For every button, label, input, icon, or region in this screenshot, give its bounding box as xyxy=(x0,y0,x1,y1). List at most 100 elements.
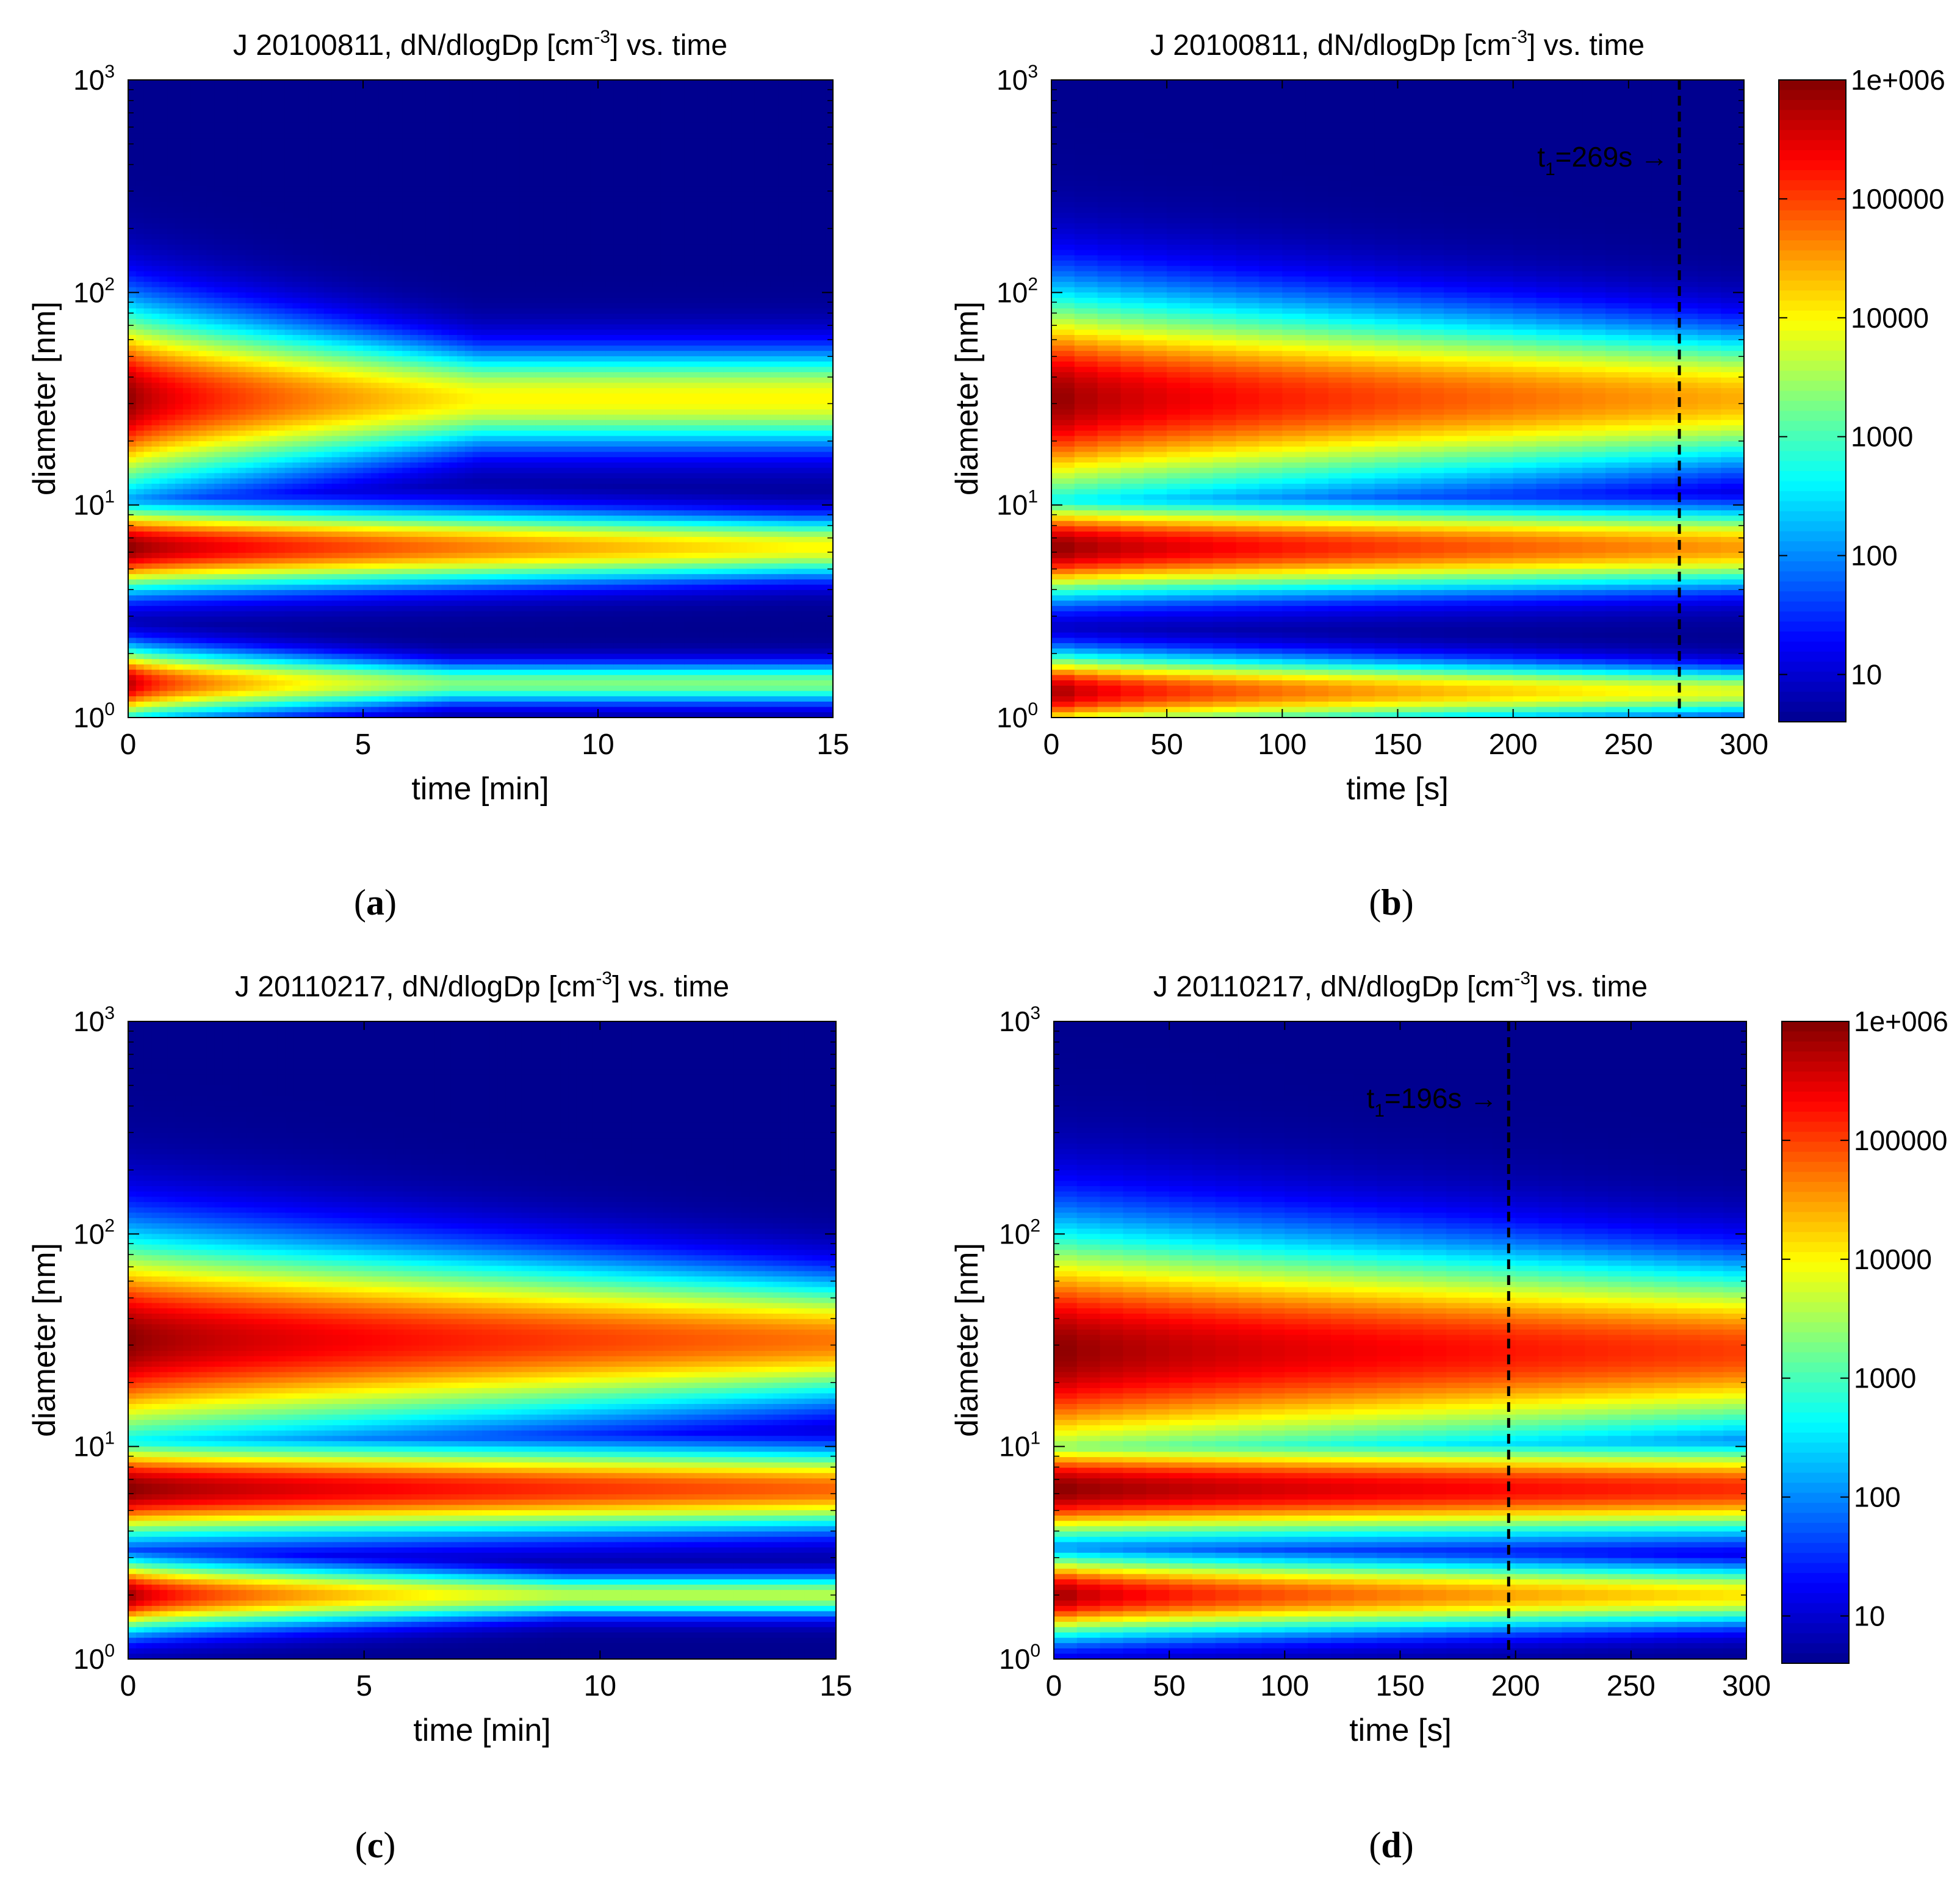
heatmap-cell xyxy=(199,643,207,649)
heatmap-cell xyxy=(206,394,215,399)
heatmap-cell xyxy=(206,319,215,325)
heatmap-cell xyxy=(199,542,207,548)
heatmap-cell xyxy=(144,510,153,516)
heatmap-cell xyxy=(199,425,207,431)
heatmap-cell xyxy=(183,505,192,511)
heatmap-cell xyxy=(199,356,207,362)
heatmap-cell xyxy=(144,527,153,532)
heatmap-cell xyxy=(175,207,184,213)
heatmap-cell xyxy=(183,542,192,548)
heatmap-cell xyxy=(199,112,207,117)
heatmap-cell xyxy=(175,638,184,643)
heatmap-cell xyxy=(183,420,192,425)
heatmap-cell xyxy=(128,314,137,319)
heatmap-cell xyxy=(191,96,200,101)
heatmap-cell xyxy=(206,123,215,128)
heatmap-cell xyxy=(152,664,160,670)
heatmap-cell xyxy=(199,404,207,409)
heatmap-cell xyxy=(175,531,184,537)
heatmap-cell xyxy=(152,468,160,473)
heatmap-cell xyxy=(199,170,207,176)
heatmap-cells xyxy=(128,80,834,718)
heatmap-cell xyxy=(152,531,160,537)
heatmap-cell xyxy=(183,90,192,96)
heatmap-cell xyxy=(167,272,176,277)
heatmap-cell xyxy=(175,558,184,564)
heatmap-cell xyxy=(144,314,153,319)
heatmap-cell xyxy=(175,521,184,527)
heatmap-cell xyxy=(191,266,200,272)
heatmap-cell xyxy=(152,314,160,319)
heatmap-cell xyxy=(128,282,137,287)
heatmap-cell xyxy=(183,176,192,181)
heatmap-cell xyxy=(144,319,153,325)
heatmap-cell xyxy=(136,425,145,431)
heatmap-cell xyxy=(159,314,168,319)
heatmap-cell xyxy=(167,340,176,346)
heatmap-cell xyxy=(199,627,207,633)
heatmap-cell xyxy=(199,484,207,489)
heatmap-cell xyxy=(144,144,153,149)
heatmap-cell xyxy=(167,234,176,240)
heatmap-cell xyxy=(152,367,160,372)
heatmap-cell xyxy=(136,547,145,553)
heatmap-cell xyxy=(136,272,145,277)
heatmap-cell xyxy=(152,409,160,415)
heatmap-cell xyxy=(175,329,184,335)
heatmap-cell xyxy=(183,468,192,473)
heatmap-cell xyxy=(152,255,160,261)
heatmap-cell xyxy=(191,670,200,675)
heatmap-cell xyxy=(167,431,176,436)
heatmap-cell xyxy=(159,325,168,330)
heatmap-cell xyxy=(152,308,160,314)
heatmap-cell xyxy=(128,272,137,277)
heatmap-cell xyxy=(191,207,200,213)
heatmap-cell xyxy=(128,394,137,399)
heatmap-cell xyxy=(199,420,207,425)
heatmap-cell xyxy=(152,617,160,622)
heatmap-cell xyxy=(175,600,184,606)
heatmap-cell xyxy=(175,90,184,96)
heatmap-cell xyxy=(167,250,176,256)
heatmap-cell xyxy=(191,213,200,218)
heatmap-cell xyxy=(152,112,160,117)
heatmap-cell xyxy=(152,160,160,165)
heatmap-cell xyxy=(206,128,215,133)
heatmap-cell xyxy=(183,580,192,585)
heatmap-cell xyxy=(206,527,215,532)
heatmap-cell xyxy=(167,680,176,686)
heatmap-cell xyxy=(152,505,160,511)
heatmap-cell xyxy=(199,409,207,415)
heatmap-cell xyxy=(159,90,168,96)
heatmap-cell xyxy=(191,149,200,154)
heatmap-cell xyxy=(144,585,153,590)
heatmap-cell xyxy=(159,149,168,154)
heatmap-cell xyxy=(144,229,153,234)
heatmap-cell xyxy=(199,617,207,622)
heatmap-cell xyxy=(199,606,207,611)
heatmap-cell xyxy=(128,574,137,580)
heatmap-cell xyxy=(152,585,160,590)
heatmap-cell xyxy=(167,325,176,330)
heatmap-cell xyxy=(206,415,215,420)
heatmap-cell xyxy=(175,542,184,548)
heatmap-cell xyxy=(175,282,184,287)
heatmap-cell xyxy=(199,229,207,234)
heatmap-cell xyxy=(199,654,207,660)
heatmap-cell xyxy=(152,383,160,388)
heatmap-cell xyxy=(152,596,160,601)
heatmap-cell xyxy=(167,372,176,378)
heatmap-cell xyxy=(191,394,200,399)
heatmap-cell xyxy=(152,107,160,112)
heatmap-cell xyxy=(136,527,145,532)
heatmap-cell xyxy=(191,356,200,362)
heatmap-cell xyxy=(144,420,153,425)
heatmap-cell xyxy=(191,308,200,314)
heatmap-cell xyxy=(144,202,153,207)
heatmap-cell xyxy=(191,622,200,627)
heatmap-cell xyxy=(128,558,137,564)
heatmap-cell xyxy=(167,611,176,617)
heatmap-cell xyxy=(183,484,192,489)
heatmap-cell xyxy=(191,494,200,500)
heatmap-cell xyxy=(152,425,160,431)
